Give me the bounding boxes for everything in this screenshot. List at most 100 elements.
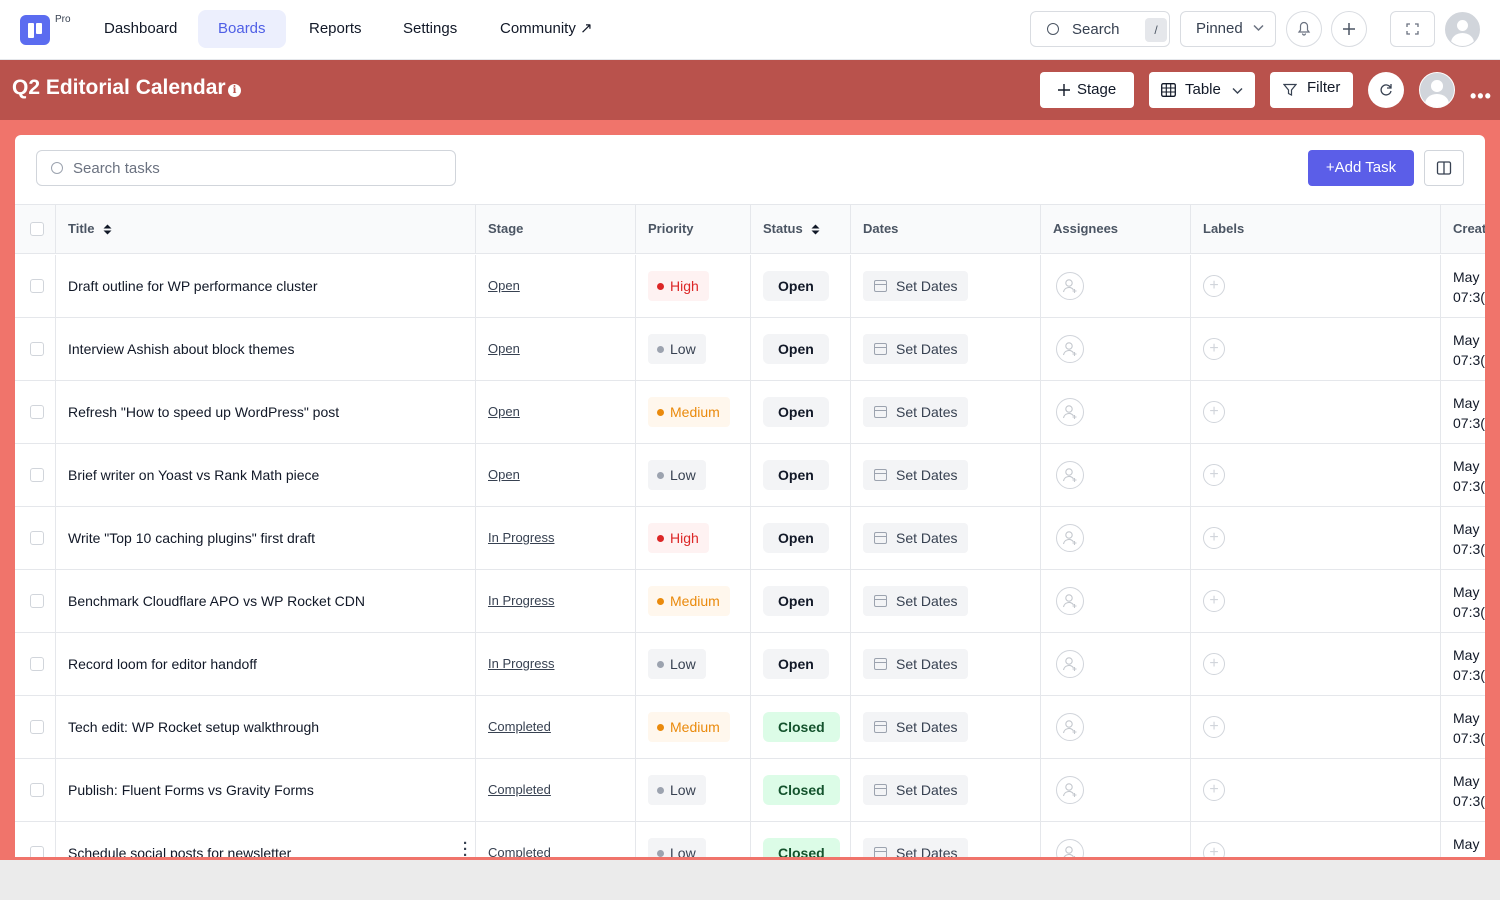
- add-label-icon[interactable]: +: [1203, 590, 1225, 612]
- status-badge[interactable]: Closed: [763, 775, 840, 805]
- set-dates-button[interactable]: Set Dates: [863, 523, 968, 553]
- table-row[interactable]: Tech edit: WP Rocket setup walkthrough C…: [15, 696, 1485, 759]
- add-assignee-icon[interactable]: [1056, 524, 1084, 552]
- table-row[interactable]: Publish: Fluent Forms vs Gravity Forms C…: [15, 759, 1485, 822]
- add-label-icon[interactable]: +: [1203, 527, 1225, 549]
- add-label-icon[interactable]: +: [1203, 653, 1225, 675]
- task-search[interactable]: [36, 150, 456, 186]
- stage-link[interactable]: Completed: [488, 782, 551, 797]
- nav-reports[interactable]: Reports: [309, 20, 362, 37]
- title-cell[interactable]: Record loom for editor handoff: [56, 633, 476, 695]
- stage-link[interactable]: In Progress: [488, 593, 555, 608]
- column-title[interactable]: Title: [56, 205, 476, 254]
- title-cell[interactable]: Draft outline for WP performance cluster: [56, 255, 476, 317]
- stage-link[interactable]: Completed: [488, 845, 551, 857]
- set-dates-button[interactable]: Set Dates: [863, 838, 968, 857]
- set-dates-button[interactable]: Set Dates: [863, 712, 968, 742]
- stage-link[interactable]: Open: [488, 278, 520, 293]
- status-badge[interactable]: Open: [763, 271, 829, 301]
- add-label-icon[interactable]: +: [1203, 842, 1225, 857]
- task-title[interactable]: Schedule social posts for newsletter: [68, 845, 292, 857]
- row-actions-icon[interactable]: · · ·: [463, 835, 468, 857]
- pinned-dropdown[interactable]: Pinned: [1180, 11, 1276, 47]
- stage-link[interactable]: Open: [488, 467, 520, 482]
- priority-badge[interactable]: Medium: [648, 712, 730, 742]
- table-row[interactable]: Brief writer on Yoast vs Rank Math piece…: [15, 444, 1485, 507]
- title-cell[interactable]: Publish: Fluent Forms vs Gravity Forms: [56, 759, 476, 821]
- add-assignee-icon[interactable]: [1056, 587, 1084, 615]
- priority-badge[interactable]: Medium: [648, 586, 730, 616]
- priority-badge[interactable]: Low: [648, 460, 706, 490]
- add-label-icon[interactable]: +: [1203, 779, 1225, 801]
- table-row[interactable]: Refresh "How to speed up WordPress" post…: [15, 381, 1485, 444]
- row-checkbox[interactable]: [30, 468, 44, 482]
- row-checkbox[interactable]: [30, 846, 44, 857]
- fullscreen-button[interactable]: [1390, 11, 1435, 47]
- priority-badge[interactable]: Low: [648, 649, 706, 679]
- notifications-button[interactable]: [1286, 11, 1322, 47]
- add-assignee-icon[interactable]: [1056, 398, 1084, 426]
- column-assignees[interactable]: Assignees: [1041, 205, 1191, 254]
- title-cell[interactable]: Tech edit: WP Rocket setup walkthrough: [56, 696, 476, 758]
- row-checkbox[interactable]: [30, 342, 44, 356]
- priority-badge[interactable]: Low: [648, 775, 706, 805]
- nav-boards[interactable]: Boards: [198, 10, 286, 48]
- column-toggle-button[interactable]: [1424, 150, 1464, 186]
- table-row[interactable]: Write "Top 10 caching plugins" first dra…: [15, 507, 1485, 570]
- add-assignee-icon[interactable]: [1056, 776, 1084, 804]
- app-logo-icon[interactable]: [20, 15, 50, 45]
- priority-badge[interactable]: Low: [648, 838, 706, 857]
- info-icon[interactable]: i: [228, 84, 241, 97]
- set-dates-button[interactable]: Set Dates: [863, 334, 968, 364]
- title-cell[interactable]: Brief writer on Yoast vs Rank Math piece: [56, 444, 476, 506]
- priority-badge[interactable]: High: [648, 523, 709, 553]
- nav-dashboard[interactable]: Dashboard: [104, 20, 178, 37]
- set-dates-button[interactable]: Set Dates: [863, 586, 968, 616]
- status-badge[interactable]: Open: [763, 649, 829, 679]
- stage-link[interactable]: In Progress: [488, 530, 555, 545]
- add-label-icon[interactable]: +: [1203, 716, 1225, 738]
- row-checkbox[interactable]: [30, 720, 44, 734]
- task-title[interactable]: Refresh "How to speed up WordPress" post: [68, 404, 340, 420]
- status-badge[interactable]: Open: [763, 334, 829, 364]
- row-checkbox[interactable]: [30, 405, 44, 419]
- add-label-icon[interactable]: +: [1203, 464, 1225, 486]
- task-title[interactable]: Benchmark Cloudflare APO vs WP Rocket CD…: [68, 593, 365, 609]
- column-stage[interactable]: Stage: [476, 205, 636, 254]
- nav-community[interactable]: Community ↗: [500, 20, 593, 37]
- row-checkbox[interactable]: [30, 594, 44, 608]
- row-checkbox[interactable]: [30, 531, 44, 545]
- task-title[interactable]: Tech edit: WP Rocket setup walkthrough: [68, 719, 320, 735]
- add-label-icon[interactable]: +: [1203, 275, 1225, 297]
- column-priority[interactable]: Priority: [636, 205, 751, 254]
- set-dates-button[interactable]: Set Dates: [863, 397, 968, 427]
- more-options-icon[interactable]: •••: [1470, 86, 1492, 106]
- row-checkbox[interactable]: [30, 657, 44, 671]
- task-title[interactable]: Interview Ashish about block themes: [68, 341, 295, 357]
- status-badge[interactable]: Open: [763, 397, 829, 427]
- task-title[interactable]: Write "Top 10 caching plugins" first dra…: [68, 530, 316, 546]
- status-badge[interactable]: Closed: [763, 838, 840, 857]
- user-avatar[interactable]: [1445, 12, 1480, 47]
- column-dates[interactable]: Dates: [851, 205, 1041, 254]
- quick-add-button[interactable]: [1331, 11, 1367, 47]
- add-assignee-icon[interactable]: [1056, 272, 1084, 300]
- task-title[interactable]: Publish: Fluent Forms vs Gravity Forms: [68, 782, 314, 798]
- add-label-icon[interactable]: +: [1203, 401, 1225, 423]
- task-title[interactable]: Record loom for editor handoff: [68, 656, 257, 672]
- table-row[interactable]: Draft outline for WP performance cluster…: [15, 255, 1485, 318]
- board-owner-avatar[interactable]: [1419, 72, 1455, 108]
- add-assignee-icon[interactable]: [1056, 335, 1084, 363]
- add-task-button[interactable]: +Add Task: [1308, 150, 1414, 186]
- title-cell[interactable]: Benchmark Cloudflare APO vs WP Rocket CD…: [56, 570, 476, 632]
- add-assignee-icon[interactable]: [1056, 839, 1084, 857]
- task-title[interactable]: Draft outline for WP performance cluster: [68, 278, 318, 294]
- set-dates-button[interactable]: Set Dates: [863, 460, 968, 490]
- priority-badge[interactable]: Medium: [648, 397, 730, 427]
- add-assignee-icon[interactable]: [1056, 650, 1084, 678]
- row-checkbox[interactable]: [30, 279, 44, 293]
- global-search-button[interactable]: Search /: [1030, 11, 1170, 47]
- column-created[interactable]: Created: [1453, 221, 1485, 236]
- stage-link[interactable]: Open: [488, 341, 520, 356]
- task-title[interactable]: Brief writer on Yoast vs Rank Math piece: [68, 467, 320, 483]
